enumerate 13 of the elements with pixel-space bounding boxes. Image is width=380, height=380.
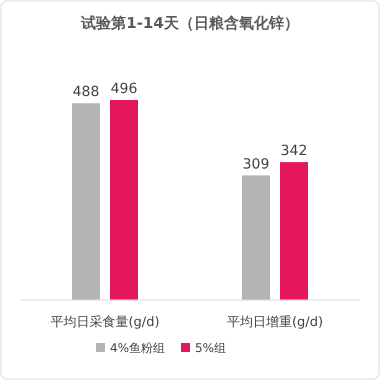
bar xyxy=(72,103,100,300)
x-tick-label: 平均日采食量(g/d) xyxy=(50,315,160,330)
chart-title: 试验第1-14天（日粮含氧化锌） xyxy=(80,14,299,32)
data-label: 496 xyxy=(110,81,138,97)
bar xyxy=(280,162,308,300)
data-label: 488 xyxy=(72,84,100,100)
data-label: 309 xyxy=(242,156,270,172)
bar xyxy=(242,175,270,300)
data-label: 342 xyxy=(280,143,308,160)
bar xyxy=(110,100,138,300)
legend-label: 4%鱼粉组 xyxy=(110,341,166,355)
x-tick-label: 平均日增重(g/d) xyxy=(226,315,324,330)
legend-label: 5%组 xyxy=(195,341,226,355)
